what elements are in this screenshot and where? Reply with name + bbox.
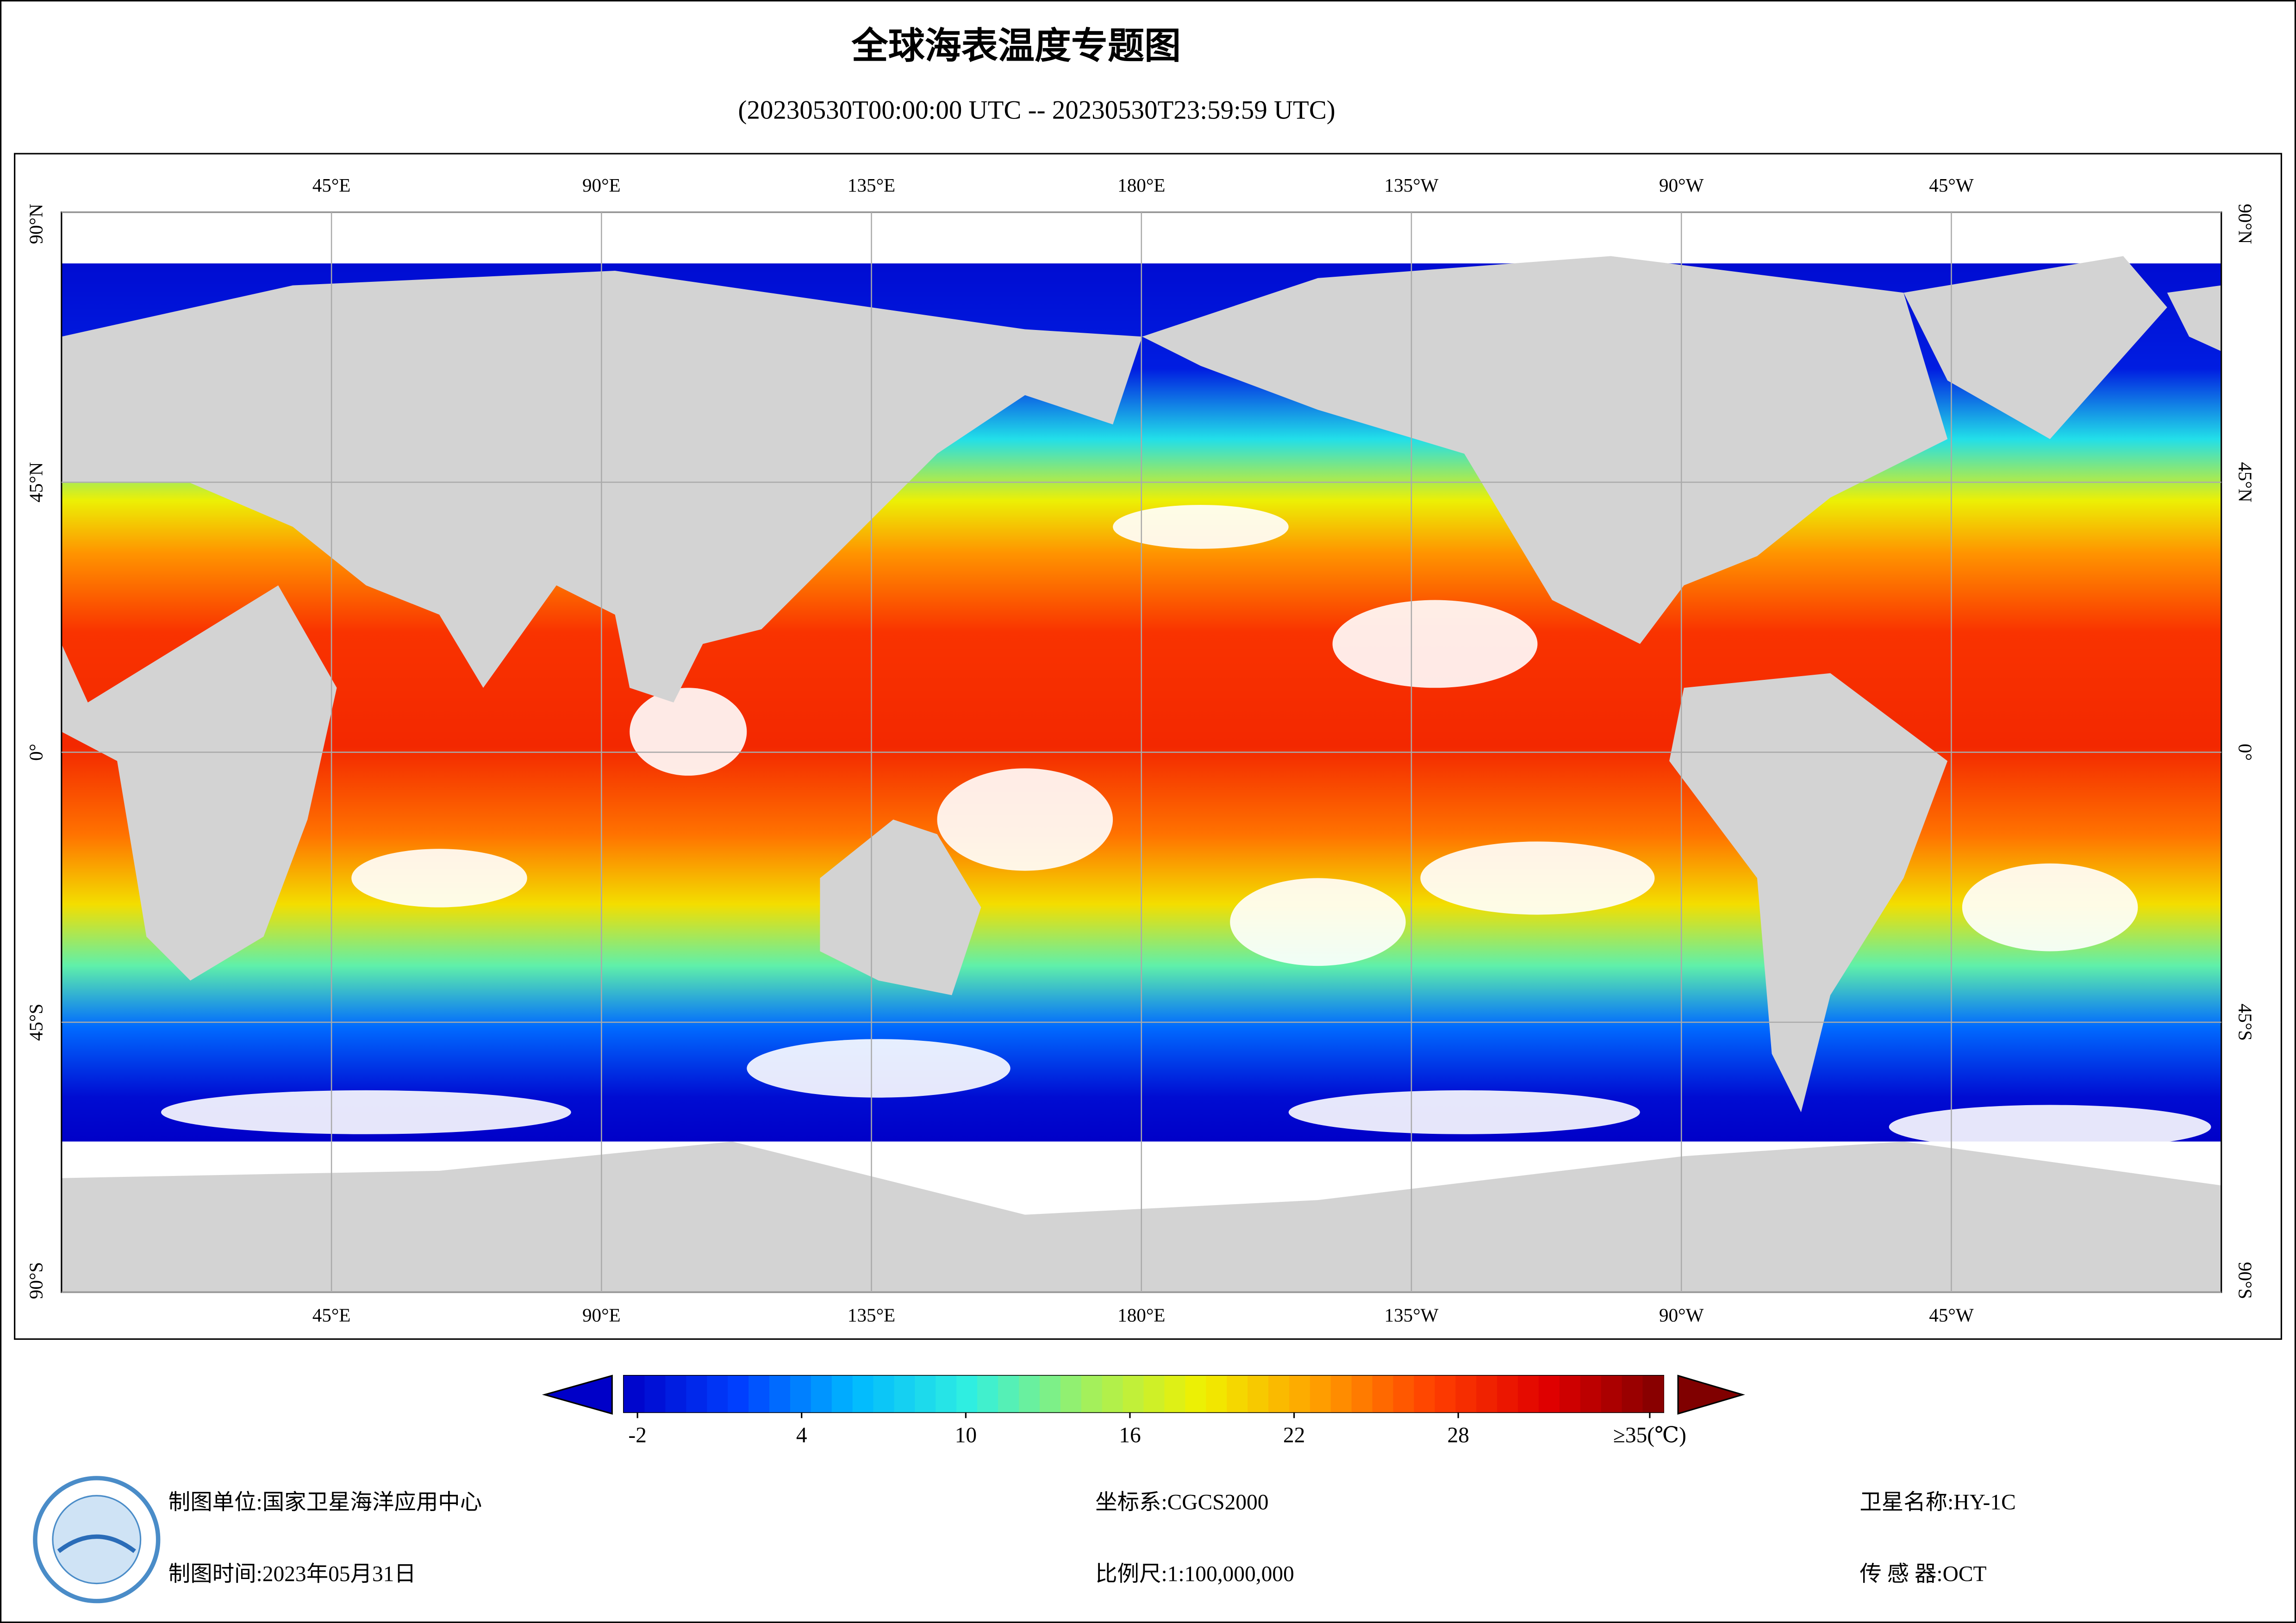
colorbar-step: [769, 1375, 791, 1412]
footer-date: 制图时间:2023年05月31日: [168, 1562, 416, 1586]
colorbar-step: [977, 1375, 999, 1412]
colorbar-step: [1289, 1375, 1310, 1412]
lat-label-right: 90°N: [2235, 204, 2256, 244]
colorbar-under-arrow: [542, 1374, 613, 1415]
colorbar-step: [1518, 1375, 1539, 1412]
lon-label-bottom: 135°W: [1385, 1305, 1439, 1326]
colorbar-tick-label: 22: [1283, 1423, 1305, 1447]
colorbar-step: [1039, 1375, 1061, 1412]
colorbar-step: [665, 1375, 687, 1412]
lon-label-top: 90°E: [582, 174, 621, 196]
map: [61, 211, 2222, 1293]
colorbar-step: [790, 1375, 811, 1412]
colorbar-step: [915, 1375, 936, 1412]
colorbar-step: [1601, 1375, 1622, 1412]
colorbar-step: [831, 1375, 853, 1412]
colorbar-step: [998, 1375, 1019, 1412]
colorbar-step: [956, 1375, 978, 1412]
colorbar-step: [749, 1375, 770, 1412]
footer-scale: 比例尺:1:100,000,000: [1095, 1562, 1294, 1586]
title: 全球海表温度专题图: [851, 25, 1181, 67]
lon-label-top: 45°E: [312, 174, 351, 196]
colorbar-step: [894, 1375, 916, 1412]
colorbar-step: [1435, 1375, 1456, 1412]
subtitle: (20230530T00:00:00 UTC -- 20230530T23:59…: [738, 96, 1335, 125]
colorbar-step: [1164, 1375, 1186, 1412]
logo: [33, 1476, 161, 1604]
lat-label-left: 45°S: [25, 1004, 47, 1041]
colorbar-tick-label: ≥35(℃): [1613, 1423, 1686, 1447]
lon-label-top: 135°E: [848, 174, 895, 196]
cloud-cover: [161, 504, 2211, 1149]
lon-label-bottom: 90°W: [1659, 1305, 1704, 1326]
colorbar-tick-label: 16: [1119, 1423, 1141, 1447]
colorbar-step: [1351, 1375, 1373, 1412]
lat-label-right: 45°S: [2235, 1004, 2256, 1041]
lon-label-top: 90°W: [1659, 174, 1704, 196]
lat-label-left: 45°N: [25, 462, 47, 502]
colorbar-step: [1019, 1375, 1040, 1412]
lon-label-bottom: 180°E: [1117, 1305, 1165, 1326]
lon-label-bottom: 45°W: [1929, 1305, 1974, 1326]
colorbar-step: [873, 1375, 895, 1412]
colorbar-step: [1060, 1375, 1082, 1412]
lat-label-left: 0°: [25, 744, 47, 761]
colorbar-step: [936, 1375, 957, 1412]
map-frame: [14, 153, 2282, 1340]
lat-label-right: 0°: [2235, 744, 2256, 761]
colorbar-step: [1642, 1375, 1664, 1412]
lon-label-top: 45°W: [1929, 174, 1974, 196]
colorbar-step: [1248, 1375, 1269, 1412]
colorbar-step: [1393, 1375, 1415, 1412]
colorbar-step: [1559, 1375, 1581, 1412]
lat-label-right: 90°S: [2235, 1262, 2256, 1299]
colorbar-step: [811, 1375, 832, 1412]
footer-crs: 坐标系:CGCS2000: [1095, 1491, 1268, 1515]
colorbar-step: [1476, 1375, 1498, 1412]
colorbar-tick-label: 28: [1447, 1423, 1469, 1447]
colorbar-step: [1580, 1375, 1602, 1412]
colorbar-step: [1123, 1375, 1144, 1412]
footer-sensor: 传 感 器:OCT: [1859, 1562, 1986, 1586]
lon-label-bottom: 90°E: [582, 1305, 621, 1326]
colorbar-step: [1414, 1375, 1435, 1412]
lon-label-top: 180°E: [1117, 174, 1165, 196]
colorbar-step: [1081, 1375, 1103, 1412]
lat-label-left: 90°S: [25, 1262, 47, 1299]
lon-label-bottom: 45°E: [312, 1305, 351, 1326]
colorbar-tick-label: 4: [796, 1423, 807, 1447]
colorbar-step: [686, 1375, 708, 1412]
lon-label-top: 135°W: [1385, 174, 1439, 196]
colorbar-step: [1497, 1375, 1518, 1412]
colorbar-step: [1268, 1375, 1290, 1412]
colorbar-step: [707, 1375, 729, 1412]
colorbar-step: [1206, 1375, 1228, 1412]
footer-satellite: 卫星名称:HY-1C: [1859, 1491, 2015, 1515]
colorbar-step: [1143, 1375, 1165, 1412]
colorbar-tick-label: 10: [955, 1423, 977, 1447]
colorbar-step: [1622, 1375, 1643, 1412]
colorbar-step: [1538, 1375, 1560, 1412]
colorbar-step: [1102, 1375, 1123, 1412]
colorbar-step: [852, 1375, 874, 1412]
colorbar-step: [1185, 1375, 1207, 1412]
colorbar-step: [1227, 1375, 1248, 1412]
colorbar-step: [1455, 1375, 1477, 1412]
footer-unit: 制图单位:国家卫星海洋应用中心: [168, 1491, 482, 1515]
colorbar-step: [1330, 1375, 1352, 1412]
lon-label-bottom: 135°E: [848, 1305, 895, 1326]
colorbar-step: [624, 1375, 645, 1412]
colorbar-step: [728, 1375, 749, 1412]
lat-label-left: 90°N: [25, 204, 47, 244]
colorbar-over-arrow: [1677, 1374, 1745, 1415]
colorbar-step: [644, 1375, 666, 1412]
colorbar-step: [1372, 1375, 1394, 1412]
lat-label-right: 45°N: [2235, 462, 2256, 502]
colorbar-tick-label: -2: [628, 1423, 647, 1447]
colorbar-step: [1310, 1375, 1331, 1412]
